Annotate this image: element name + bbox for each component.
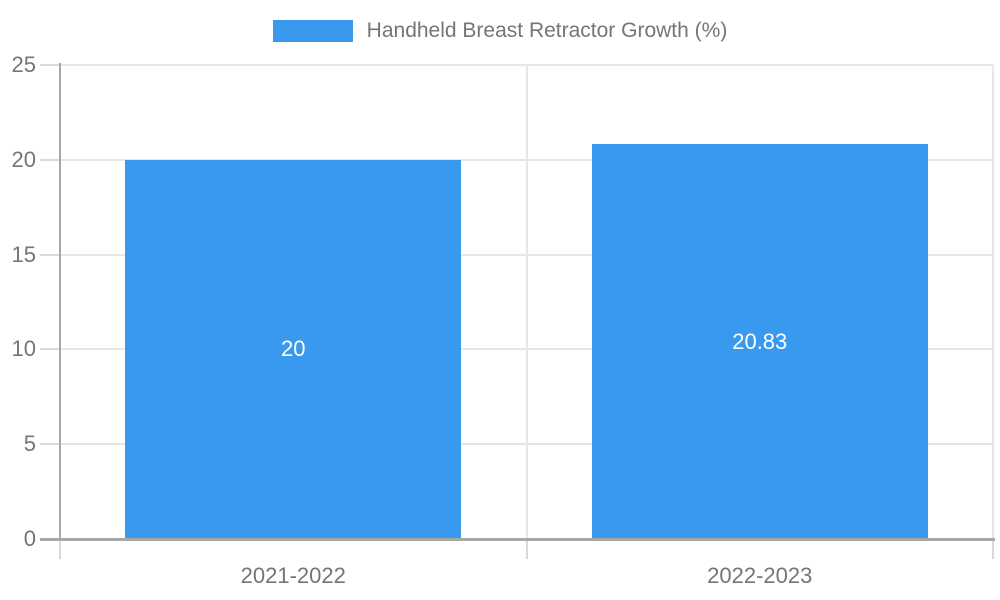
bar-value-label: 20 — [281, 336, 306, 362]
y-tick-label: 0 — [23, 526, 36, 551]
legend-swatch — [272, 20, 353, 42]
y-tick-mark — [40, 158, 60, 161]
y-tick-mark — [40, 348, 60, 351]
x-axis-line — [40, 538, 995, 541]
y-tick-mark — [40, 443, 60, 446]
y-tick-mark — [40, 64, 60, 66]
y-tick-mark — [40, 253, 60, 256]
category-boundary-gridline — [525, 65, 528, 539]
bar — [591, 144, 928, 538]
x-category-label: 2022-2023 — [707, 563, 813, 588]
x-tick-mark — [525, 539, 528, 559]
y-tick-label: 20 — [11, 146, 36, 172]
y-axis-line — [59, 63, 61, 539]
bar-value-label: 20.83 — [732, 328, 788, 354]
y-tick-label: 25 — [11, 52, 36, 77]
x-tick-mark — [992, 539, 994, 559]
category-boundary-gridline — [992, 65, 994, 539]
chart-legend[interactable]: Handheld Breast Retractor Growth (%) — [0, 18, 1000, 44]
x-category-label: 2021-2022 — [240, 563, 346, 588]
x-tick-mark — [59, 539, 61, 559]
legend-label: Handheld Breast Retractor Growth (%) — [366, 19, 728, 42]
y-tick-label: 5 — [23, 431, 36, 457]
bar — [125, 159, 462, 538]
y-tick-label: 10 — [11, 336, 36, 362]
y-tick-label: 15 — [11, 241, 36, 267]
